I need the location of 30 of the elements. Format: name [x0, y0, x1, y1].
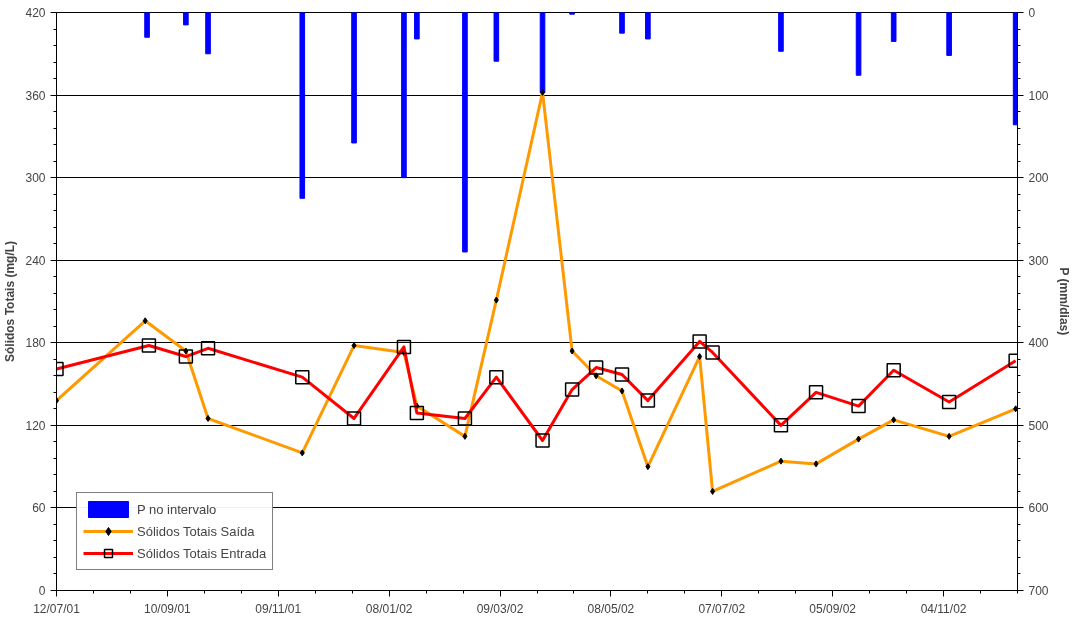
y-tick-label: 0: [38, 584, 46, 598]
x-tick-label: 08/05/02: [587, 601, 635, 616]
y2-tick-label: 400: [1028, 336, 1049, 351]
y2-tick-label: 500: [1028, 418, 1049, 433]
y-tick-label: 360: [25, 88, 46, 103]
x-tick-label: 10/09/01: [144, 601, 192, 616]
x-tick-label: 04/11/02: [920, 601, 967, 616]
legend-label: Sólidos Totais Saída: [137, 523, 255, 539]
x-tick-label: 08/01/02: [365, 601, 413, 616]
y-tick-label: 420: [25, 6, 46, 20]
y2-tick-label: 300: [1028, 253, 1049, 268]
y2-axis-title: P (mm/dias): [1056, 267, 1071, 336]
x-tick-label: 12/07/01: [33, 601, 81, 616]
y2-tick-label: 100: [1028, 88, 1049, 103]
y-axis-title: Sólidos Totais (mg/L): [3, 240, 18, 363]
y-tick-label: 240: [25, 253, 46, 268]
x-tick-label: 05/09/02: [809, 601, 857, 616]
x-tick-label: 09/11/01: [255, 601, 302, 616]
y2-tick-label: 0: [1028, 6, 1036, 20]
y2-tick-label: 200: [1028, 171, 1049, 186]
x-tick-label: 07/07/02: [698, 601, 746, 616]
x-tick-label: 09/03/02: [476, 601, 524, 616]
y-tick-label: 180: [25, 336, 46, 351]
y-tick-label: 60: [32, 501, 46, 516]
y-tick-label: 120: [25, 418, 46, 433]
legend-label: Sólidos Totais Entrada: [137, 545, 267, 561]
y-tick-label: 300: [25, 171, 46, 186]
y2-tick-label: 600: [1028, 501, 1049, 516]
legend-label: P no intervalo: [137, 501, 217, 517]
y2-tick-label: 700: [1028, 584, 1049, 598]
